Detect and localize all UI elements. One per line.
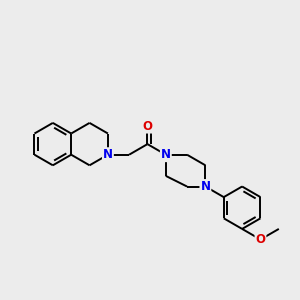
Text: O: O xyxy=(256,233,266,246)
Text: O: O xyxy=(142,120,152,133)
Text: N: N xyxy=(200,180,210,193)
Text: N: N xyxy=(103,148,113,161)
Text: N: N xyxy=(161,148,171,161)
